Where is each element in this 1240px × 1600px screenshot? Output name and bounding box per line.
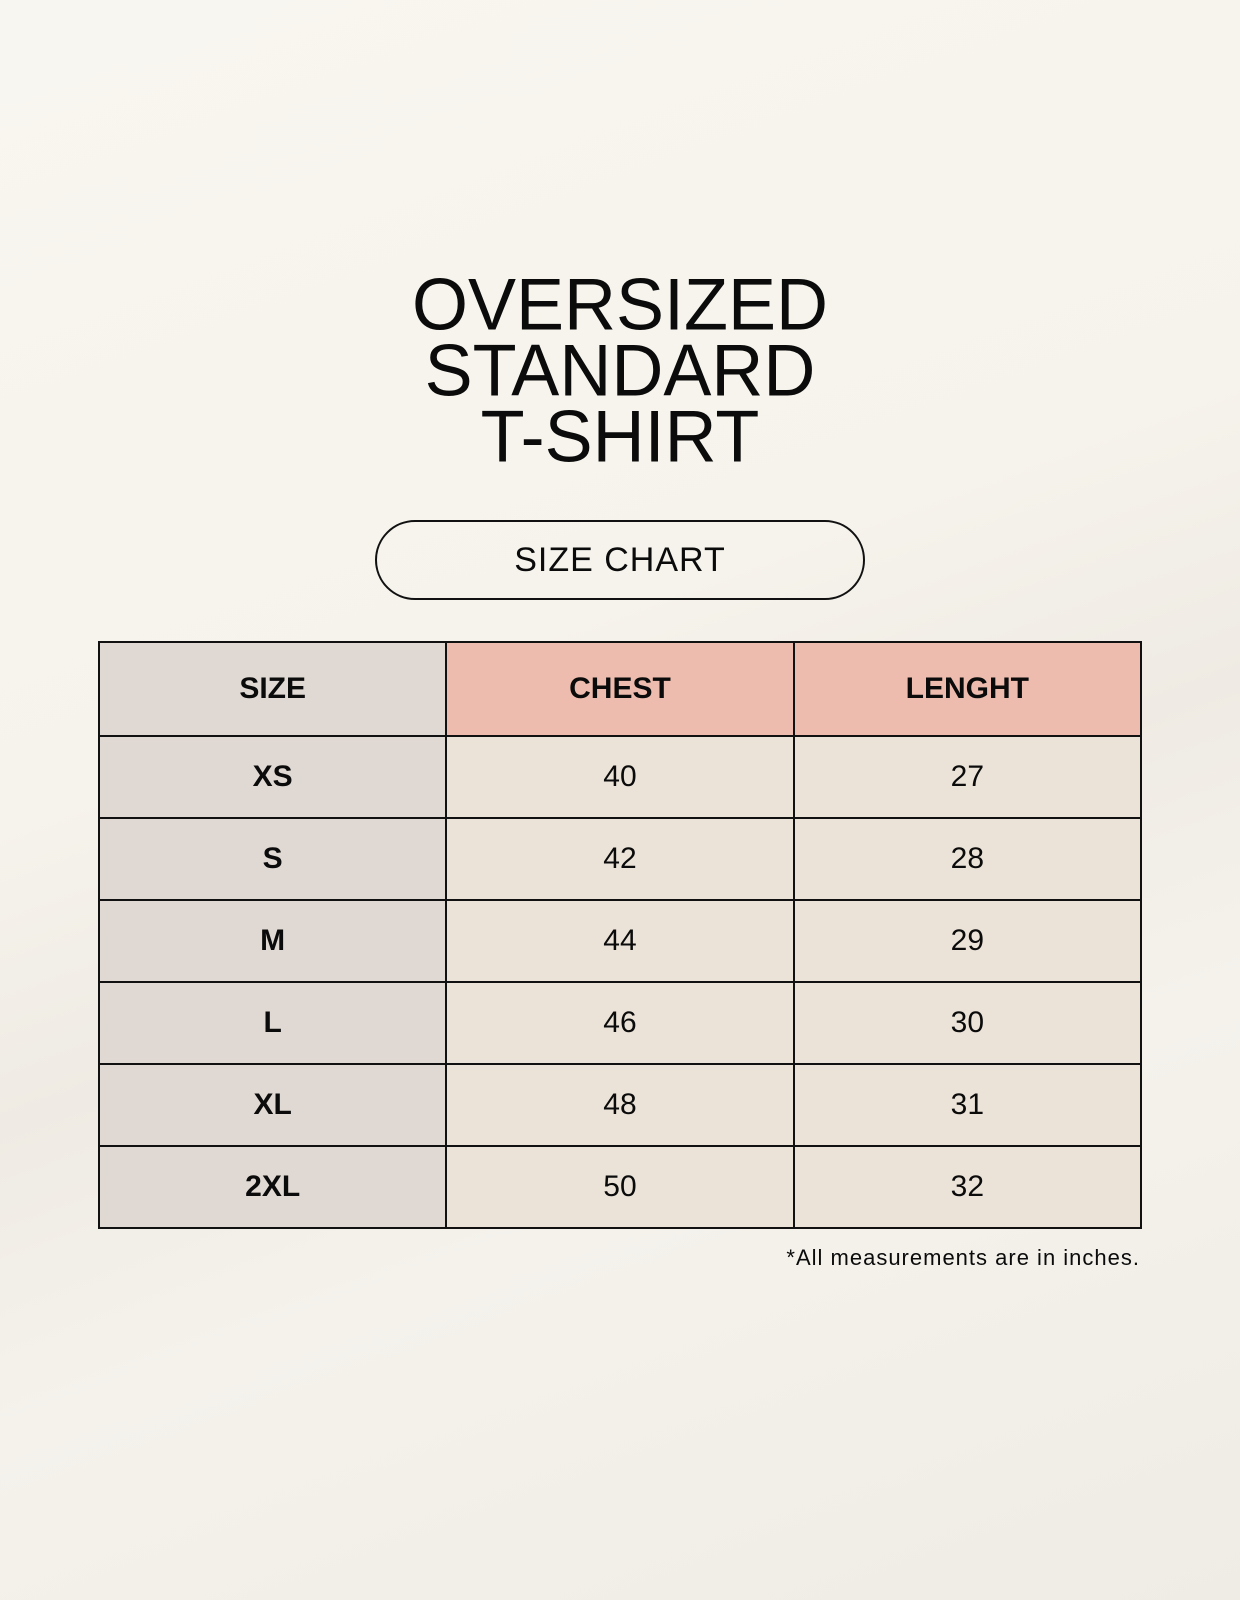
cell-length: 30 (792, 981, 1143, 1065)
table-row: S 42 28 (97, 817, 1143, 901)
size-table: SIZE CHEST LENGHT XS 40 27 S 42 28 M 44 29 L 46 30 X… (97, 641, 1143, 1229)
title-line: OVERSIZED (411, 264, 829, 346)
cell-chest: 44 (445, 899, 795, 983)
cell-length: 27 (792, 735, 1143, 819)
header-size: SIZE (97, 641, 448, 737)
cell-chest: 40 (445, 735, 795, 819)
footnote: *All measurements are in inches. (786, 1245, 1140, 1270)
header-length: LENGHT (792, 641, 1143, 737)
cell-size: M (97, 899, 448, 983)
cell-length: 31 (792, 1063, 1143, 1147)
cell-size: S (97, 817, 448, 901)
cell-length: 32 (792, 1145, 1143, 1229)
table-header-row: SIZE CHEST LENGHT (97, 641, 1143, 737)
page-title: OVERSIZED STANDARD T-SHIRT (0, 264, 1240, 478)
header-chest: CHEST (445, 641, 795, 737)
table-row: M 44 29 (97, 899, 1143, 983)
cell-chest: 48 (445, 1063, 795, 1147)
title-line: T-SHIRT (480, 396, 760, 478)
cell-chest: 42 (445, 817, 795, 901)
cell-size: L (97, 981, 448, 1065)
table-row: L 46 30 (97, 981, 1143, 1065)
table-row: XS 40 27 (97, 735, 1143, 819)
cell-size: XS (97, 735, 448, 819)
cell-size: XL (97, 1063, 448, 1147)
cell-chest: 46 (445, 981, 795, 1065)
cell-chest: 50 (445, 1145, 795, 1229)
size-chart-badge: SIZE CHART (375, 520, 865, 600)
cell-length: 28 (792, 817, 1143, 901)
cell-size: 2XL (97, 1145, 448, 1229)
table-row: XL 48 31 (97, 1063, 1143, 1147)
title-line: STANDARD (424, 330, 816, 412)
table-row: 2XL 50 32 (97, 1145, 1143, 1229)
cell-length: 29 (792, 899, 1143, 983)
